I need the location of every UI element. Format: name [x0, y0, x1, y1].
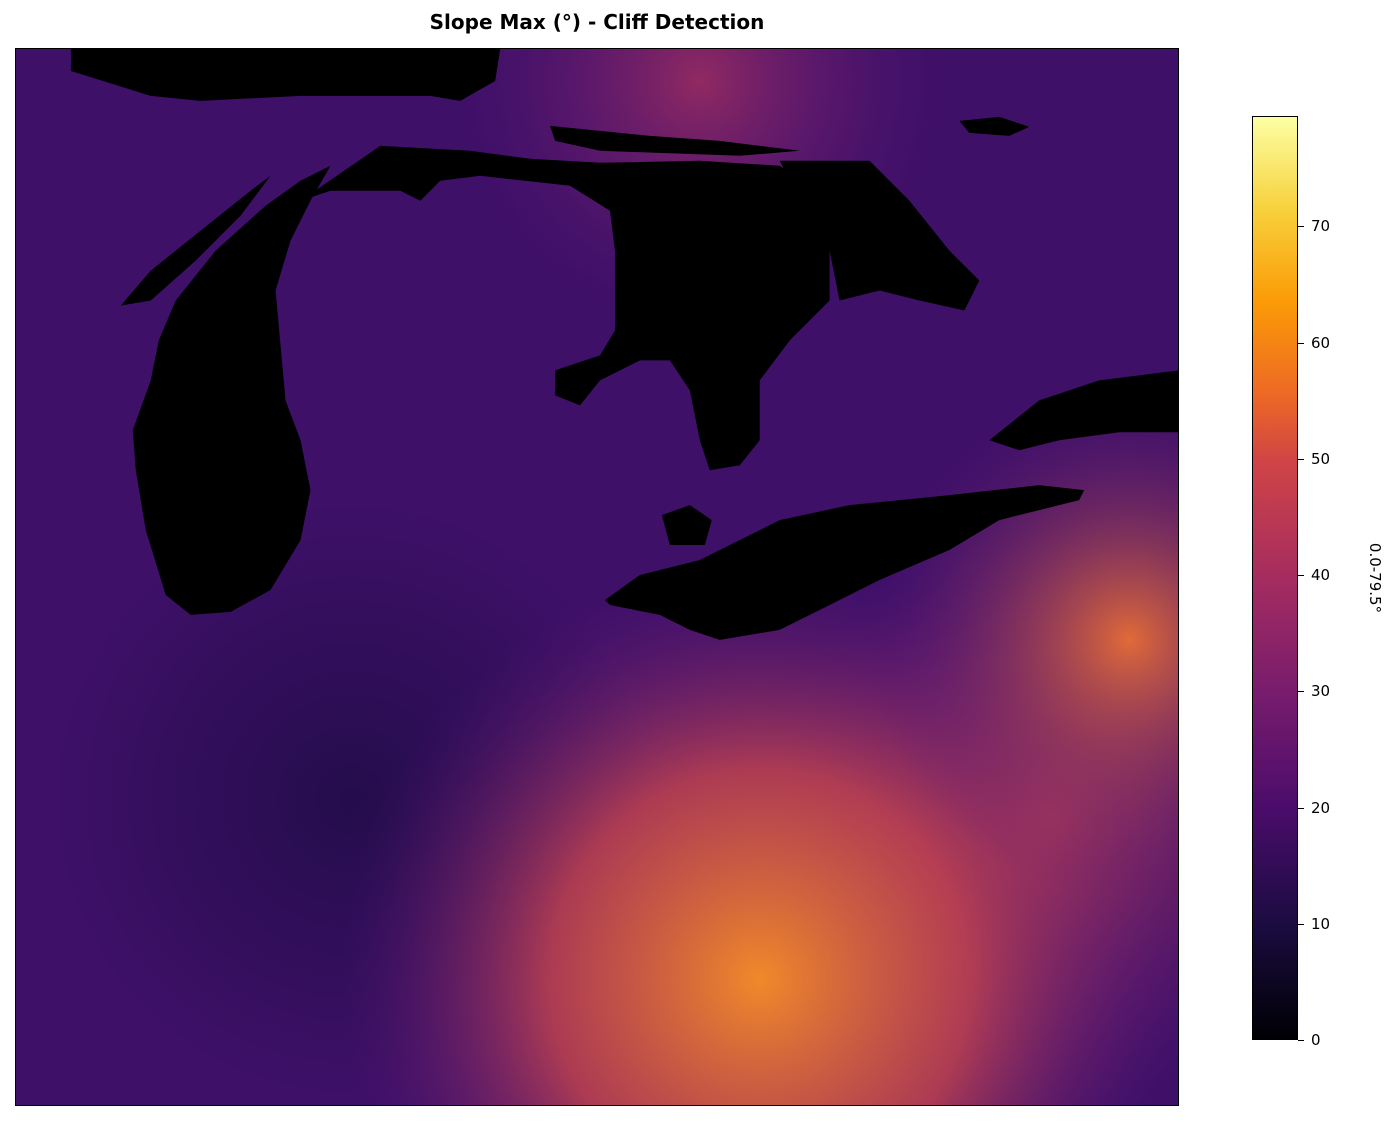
lake-erie	[604, 485, 1085, 640]
colorbar-tick	[1298, 226, 1304, 228]
slope-raster-map	[15, 48, 1179, 1106]
colorbar-tick-label: 40	[1311, 566, 1331, 585]
colorbar-tick-label: 30	[1311, 682, 1331, 701]
colorbar-tick-label: 50	[1311, 449, 1331, 468]
colorbar	[1252, 116, 1298, 1040]
colorbar-tick	[1298, 342, 1304, 344]
colorbar-tick-label: 60	[1311, 333, 1331, 352]
colorbar-tick-label: 20	[1311, 798, 1331, 817]
figure-title: Slope Max (°) - Cliff Detection	[429, 10, 765, 34]
lake-nipissing	[959, 116, 1030, 136]
lake-ontario	[989, 370, 1178, 451]
georgian-bay	[779, 160, 980, 311]
lake-superior	[70, 49, 800, 156]
colorbar-tick	[1298, 691, 1304, 693]
green-bay	[120, 175, 271, 306]
colorbar-tick	[1298, 807, 1304, 809]
colorbar-tick	[1298, 923, 1304, 925]
colorbar-tick	[1298, 1040, 1304, 1041]
colorbar-tick-label: 70	[1311, 217, 1331, 236]
colorbar-tick	[1298, 575, 1304, 577]
lake-huron	[300, 145, 830, 471]
colorbar-tick	[1298, 458, 1304, 460]
lake-michigan	[132, 165, 331, 615]
colorbar-tick-label: 0	[1311, 1031, 1321, 1049]
colorbar-label: 0.0-79.5°	[1366, 542, 1384, 614]
lake-st-clair	[661, 505, 712, 546]
colorbar-tick-label: 10	[1311, 914, 1331, 933]
